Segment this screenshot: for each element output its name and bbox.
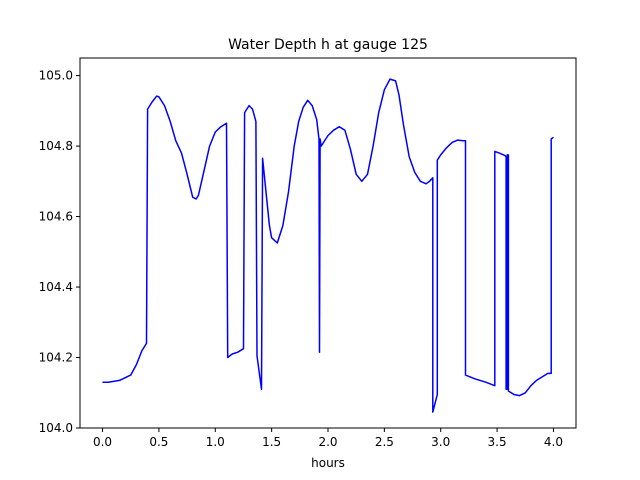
y-axis: 104.0 104.2 104.4 104.6 104.8 105.0 bbox=[39, 69, 80, 435]
x-tick-label: 2.0 bbox=[318, 435, 337, 449]
y-tick-label: 104.2 bbox=[39, 351, 73, 365]
x-tick-label: 3.5 bbox=[488, 435, 507, 449]
x-tick-label: 2.5 bbox=[375, 435, 394, 449]
x-axis-label: hours bbox=[311, 456, 345, 470]
x-tick-label: 1.5 bbox=[262, 435, 281, 449]
series-line bbox=[102, 78, 554, 413]
y-tick-label: 104.8 bbox=[39, 139, 73, 153]
x-tick-label: 0.5 bbox=[149, 435, 168, 449]
x-tick-label: 1.0 bbox=[206, 435, 225, 449]
y-tick-label: 104.6 bbox=[39, 210, 73, 224]
y-tick-label: 105.0 bbox=[39, 69, 73, 83]
series-layer bbox=[102, 78, 554, 413]
y-tick-label: 104.4 bbox=[39, 280, 73, 294]
x-tick-label: 3.0 bbox=[431, 435, 450, 449]
chart-title: Water Depth h at gauge 125 bbox=[228, 37, 428, 53]
x-tick-label: 4.0 bbox=[544, 435, 563, 449]
x-tick-label: 0.0 bbox=[93, 435, 112, 449]
x-axis: 0.0 0.5 1.0 1.5 2.0 2.5 3.0 3.5 4.0 bbox=[93, 428, 563, 449]
y-tick-label: 104.0 bbox=[39, 421, 73, 435]
